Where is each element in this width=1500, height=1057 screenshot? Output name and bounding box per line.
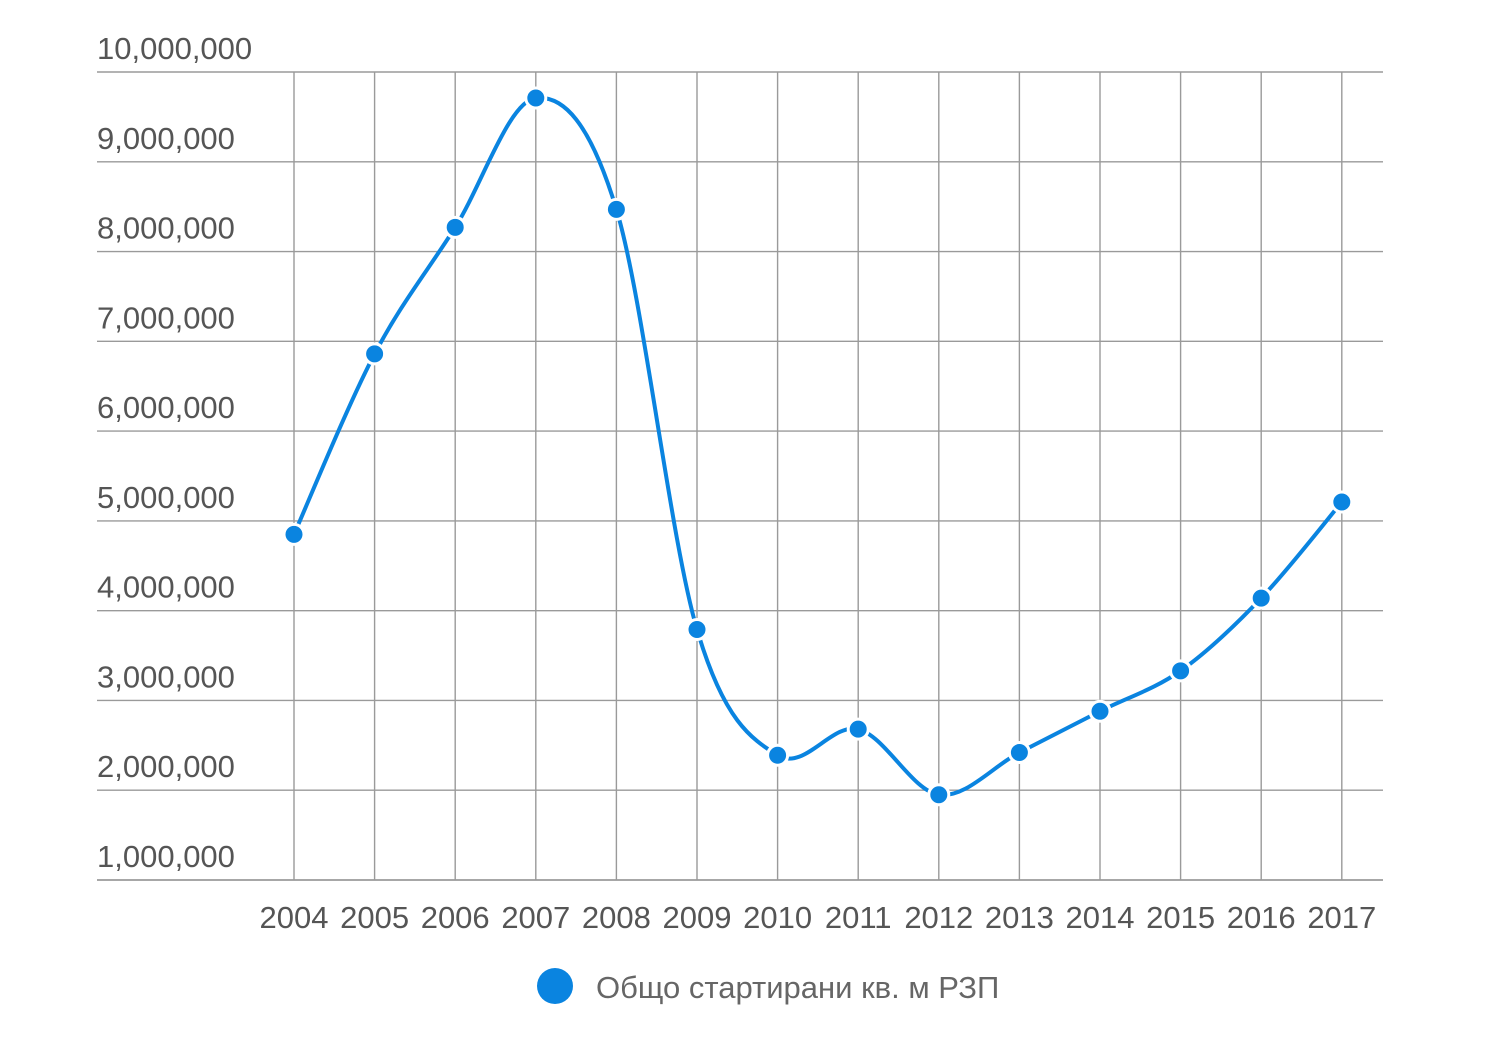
y-tick-label: 7,000,000 bbox=[97, 300, 235, 335]
legend: Общо стартирани кв. м РЗП bbox=[537, 968, 999, 1005]
y-tick-label: 1,000,000 bbox=[97, 839, 235, 874]
series-line bbox=[292, 95, 1344, 797]
y-tick-label: 10,000,000 bbox=[97, 31, 252, 66]
y-tick-label: 4,000,000 bbox=[97, 570, 235, 605]
y-tick-label: 9,000,000 bbox=[97, 121, 235, 156]
data-point bbox=[1007, 741, 1031, 765]
x-tick-label: 2016 bbox=[1227, 900, 1296, 935]
data-point bbox=[685, 618, 709, 642]
data-points bbox=[282, 86, 1354, 807]
y-tick-label: 6,000,000 bbox=[97, 390, 235, 425]
legend-label: Общо стартирани кв. м РЗП bbox=[596, 970, 999, 1005]
data-point bbox=[927, 783, 951, 807]
data-point bbox=[1249, 586, 1273, 610]
x-tick-label: 2005 bbox=[340, 900, 409, 935]
y-tick-label: 8,000,000 bbox=[97, 211, 235, 246]
y-tick-label: 2,000,000 bbox=[97, 749, 235, 784]
x-tick-label: 2007 bbox=[501, 900, 570, 935]
x-axis-ticks: 2004 2005 2006 2007 2008 2009 2010 2011 2012 2013… bbox=[260, 900, 1377, 935]
x-tick-label: 2010 bbox=[743, 900, 812, 935]
data-point bbox=[282, 522, 306, 546]
x-tick-label: 2015 bbox=[1146, 900, 1215, 935]
x-tick-label: 2009 bbox=[663, 900, 732, 935]
x-tick-label: 2008 bbox=[582, 900, 651, 935]
data-point bbox=[766, 743, 790, 767]
data-point bbox=[604, 197, 628, 221]
data-point bbox=[443, 215, 467, 239]
x-tick-label: 2006 bbox=[421, 900, 490, 935]
data-point bbox=[1169, 659, 1193, 683]
y-tick-label: 3,000,000 bbox=[97, 659, 235, 694]
data-point bbox=[524, 86, 548, 110]
x-tick-label: 2017 bbox=[1307, 900, 1376, 935]
x-tick-label: 2004 bbox=[260, 900, 329, 935]
data-point bbox=[1088, 699, 1112, 723]
x-tick-label: 2011 bbox=[825, 900, 892, 935]
legend-marker-icon bbox=[537, 968, 573, 1004]
x-tick-label: 2013 bbox=[985, 900, 1054, 935]
data-point bbox=[1330, 490, 1354, 514]
y-tick-label: 5,000,000 bbox=[97, 480, 235, 515]
gridlines bbox=[97, 71, 1383, 881]
y-axis-ticks: 1,000,000 2,000,000 3,000,000 4,000,000 5,00… bbox=[97, 31, 252, 874]
x-tick-label: 2012 bbox=[904, 900, 973, 935]
x-tick-label: 2014 bbox=[1066, 900, 1135, 935]
data-point bbox=[363, 342, 387, 366]
data-point bbox=[846, 717, 870, 741]
